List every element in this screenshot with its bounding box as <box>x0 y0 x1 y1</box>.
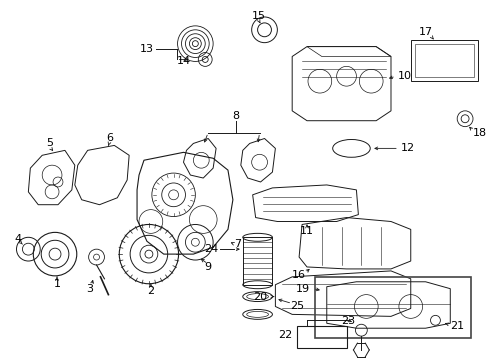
Text: 6: 6 <box>106 134 113 144</box>
Text: 1: 1 <box>53 279 61 289</box>
Text: 5: 5 <box>46 139 54 148</box>
Text: 12: 12 <box>400 143 414 153</box>
Text: 23: 23 <box>341 316 355 326</box>
Text: 20: 20 <box>253 292 267 302</box>
Bar <box>314 277 470 338</box>
Text: 9: 9 <box>204 262 211 272</box>
Text: 17: 17 <box>418 27 432 37</box>
Text: 25: 25 <box>289 301 304 311</box>
Text: 3: 3 <box>86 284 93 294</box>
Text: 13: 13 <box>140 44 154 54</box>
Text: 18: 18 <box>472 127 486 138</box>
Bar <box>414 44 473 77</box>
Text: 4: 4 <box>15 234 22 244</box>
Text: 2: 2 <box>147 286 154 296</box>
Bar <box>297 326 346 348</box>
Text: 19: 19 <box>295 284 309 294</box>
Text: 21: 21 <box>449 321 464 331</box>
Text: 8: 8 <box>232 111 239 121</box>
Text: 16: 16 <box>291 270 305 280</box>
Text: 24: 24 <box>203 244 218 254</box>
Text: 10: 10 <box>397 71 411 81</box>
Bar <box>410 40 477 81</box>
Text: 11: 11 <box>300 226 313 237</box>
Text: 7: 7 <box>234 239 241 249</box>
Text: 22: 22 <box>277 330 292 340</box>
Text: 14: 14 <box>176 57 190 67</box>
Text: 15: 15 <box>251 11 265 21</box>
Bar <box>242 237 272 285</box>
